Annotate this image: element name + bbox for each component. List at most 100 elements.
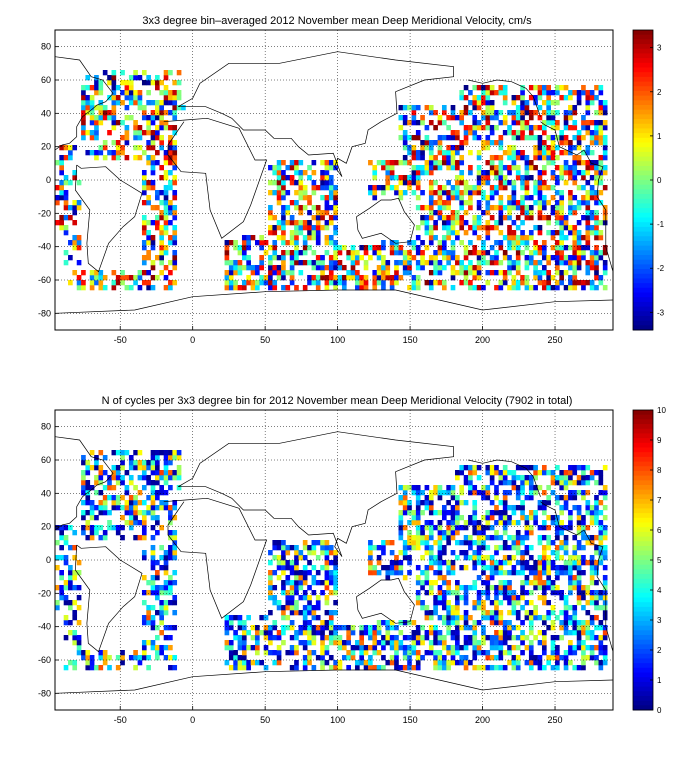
map-cell <box>102 495 108 501</box>
map-cell <box>502 525 508 531</box>
map-cell <box>550 140 556 146</box>
map-cell <box>246 240 251 246</box>
map-cell <box>581 285 586 291</box>
map-cell <box>541 200 547 206</box>
map-cell <box>89 135 95 141</box>
map-cell <box>398 105 404 111</box>
map-cell <box>459 540 465 546</box>
map-cell <box>320 545 325 551</box>
map-cell <box>102 285 108 291</box>
map-cell <box>550 640 556 646</box>
map-cell <box>63 555 69 561</box>
map-cell <box>559 635 565 641</box>
map-cell <box>481 600 486 606</box>
map-cell <box>333 185 338 191</box>
map-cell <box>81 470 86 476</box>
map-cell <box>294 160 299 166</box>
map-cell <box>289 545 295 551</box>
map-cell <box>602 590 608 596</box>
map-cell <box>555 245 560 251</box>
map-cell <box>94 280 99 286</box>
map-cell <box>124 90 130 96</box>
map-cell <box>524 590 530 596</box>
map-cell <box>481 570 486 576</box>
map-cell <box>98 100 104 106</box>
map-cell <box>437 635 443 641</box>
map-cell <box>455 180 460 186</box>
map-cell <box>59 190 64 196</box>
map-cell <box>446 580 451 586</box>
map-cell <box>602 170 608 176</box>
map-cell <box>376 650 382 656</box>
map-cell <box>276 200 282 206</box>
map-cell <box>437 490 443 496</box>
map-cell <box>524 170 530 176</box>
map-cell <box>372 175 378 181</box>
map-cell <box>415 565 421 571</box>
map-cell <box>576 220 582 226</box>
map-cell <box>594 635 599 641</box>
map-cell <box>346 275 351 281</box>
map-cell <box>498 515 504 521</box>
map-cell <box>446 660 451 666</box>
map-cell <box>555 520 560 526</box>
map-cell <box>59 195 64 201</box>
map-cell <box>568 630 573 636</box>
map-cell <box>324 280 330 286</box>
map-cell <box>407 175 412 181</box>
map-cell <box>150 140 156 146</box>
x-tick-label: 250 <box>548 335 563 345</box>
map-cell <box>289 585 295 591</box>
map-cell <box>581 465 586 471</box>
map-cell <box>424 495 430 501</box>
map-cell <box>315 285 321 291</box>
map-cell <box>172 625 178 631</box>
map-cell <box>433 270 438 276</box>
map-cell <box>89 85 95 91</box>
map-cell <box>337 645 343 651</box>
map-cell <box>137 90 143 96</box>
map-cell <box>346 630 351 636</box>
map-cell <box>468 195 473 201</box>
map-cell <box>315 220 321 226</box>
map-cell <box>328 630 334 636</box>
map-cell <box>307 210 312 216</box>
map-cell <box>476 490 482 496</box>
map-cell <box>528 210 534 216</box>
colorbar-step <box>633 611 653 617</box>
map-cell <box>568 115 573 121</box>
map-cell <box>255 645 260 651</box>
x-tick-label: 150 <box>403 335 418 345</box>
map-cell <box>572 210 578 216</box>
colorbar-step <box>633 424 653 430</box>
map-cell <box>94 120 99 126</box>
map-cell <box>489 585 495 591</box>
map-cell <box>555 175 560 181</box>
map-cell <box>572 620 578 626</box>
map-cell <box>81 95 86 101</box>
map-cell <box>241 235 247 241</box>
map-cell <box>446 180 451 186</box>
map-cell <box>498 645 504 651</box>
map-cell <box>402 525 408 531</box>
map-cell <box>502 595 508 601</box>
map-cell <box>89 150 95 156</box>
map-cell <box>594 595 599 601</box>
map-cell <box>441 665 447 671</box>
map-cell <box>472 230 478 236</box>
map-cell <box>246 260 251 266</box>
map-cell <box>359 245 365 251</box>
y-tick-label: 0 <box>46 175 51 185</box>
map-cell <box>515 265 521 271</box>
map-cell <box>515 570 521 576</box>
map-cell <box>581 85 586 91</box>
map-cell <box>502 205 508 211</box>
colorbar-step <box>633 592 653 598</box>
map-cell <box>589 230 595 236</box>
map-cell <box>146 160 151 166</box>
map-cell <box>394 665 399 671</box>
map-cell <box>481 580 486 586</box>
map-cell <box>428 205 434 211</box>
map-cell <box>446 190 451 196</box>
map-cell <box>546 580 551 586</box>
